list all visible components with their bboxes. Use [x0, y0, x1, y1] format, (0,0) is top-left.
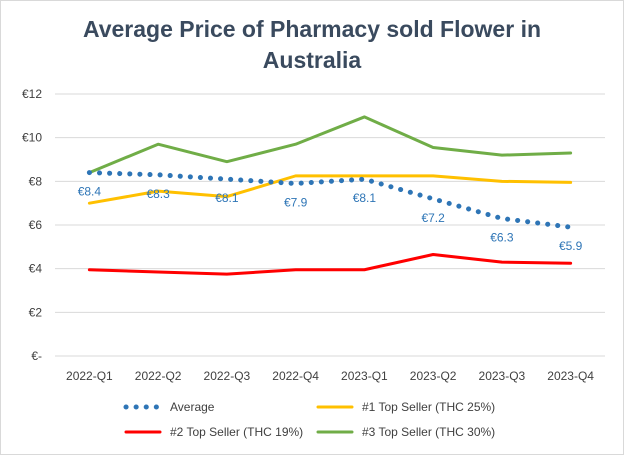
- series-line-3: [87, 252, 573, 276]
- data-label: €8.1: [215, 191, 239, 205]
- legend: Average #1 Top Seller (THC 25%) #2 Top Sel…: [123, 400, 495, 439]
- y-tick-label: €8: [29, 174, 43, 188]
- x-tick-label: 2023-Q1: [341, 369, 388, 383]
- y-tick-label: €12: [22, 87, 42, 101]
- series-line-1: [86, 170, 574, 230]
- chart-title: Average Price of Pharmacy sold Flower in…: [0, 14, 624, 76]
- data-label: €8.3: [146, 187, 170, 201]
- legend-label: Average: [170, 400, 215, 414]
- chart-title-line-1: Average Price of Pharmacy sold Flower in: [82, 16, 542, 42]
- data-label: €8.1: [353, 191, 377, 205]
- data-label: €5.9: [559, 239, 583, 253]
- x-axis-ticks: 2022-Q1 2022-Q2 2022-Q3 2022-Q4 2023-Q1 2023-…: [66, 369, 594, 383]
- x-tick-label: 2022-Q2: [135, 369, 182, 383]
- x-tick-label: 2022-Q4: [272, 369, 319, 383]
- data-label: €6.3: [490, 230, 514, 244]
- legend-label: #2 Top Seller (THC 19%): [170, 425, 303, 439]
- y-tick-label: €6: [29, 218, 43, 232]
- series-line-4: [87, 115, 573, 175]
- data-label: €8.4: [78, 185, 102, 199]
- x-tick-label: 2023-Q3: [479, 369, 526, 383]
- legend-label: #3 Top Seller (THC 30%): [362, 425, 495, 439]
- x-tick-label: 2023-Q4: [547, 369, 594, 383]
- y-tick-label: €10: [22, 131, 42, 145]
- series-line-2: [87, 174, 573, 205]
- data-labels: €8.4 €8.3 €8.1 €7.9 €8.1 €7.2 €6.3 €5.9: [78, 185, 583, 254]
- series-lines: [86, 115, 574, 276]
- gridlines: [55, 93, 605, 357]
- legend-label: #1 Top Seller (THC 25%): [362, 400, 495, 414]
- x-tick-label: 2022-Q3: [204, 369, 251, 383]
- y-tick-label: €4: [29, 262, 43, 276]
- y-tick-label: €-: [31, 349, 42, 363]
- y-tick-label: €2: [29, 305, 43, 319]
- x-tick-label: 2022-Q1: [66, 369, 113, 383]
- chart-title-line-2: Australia: [262, 47, 362, 73]
- data-label: €7.2: [421, 211, 445, 225]
- data-label: €7.9: [284, 196, 308, 210]
- x-tick-label: 2023-Q2: [410, 369, 457, 383]
- y-axis-ticks: €- €2 €4 €6 €8 €10 €12: [22, 87, 42, 363]
